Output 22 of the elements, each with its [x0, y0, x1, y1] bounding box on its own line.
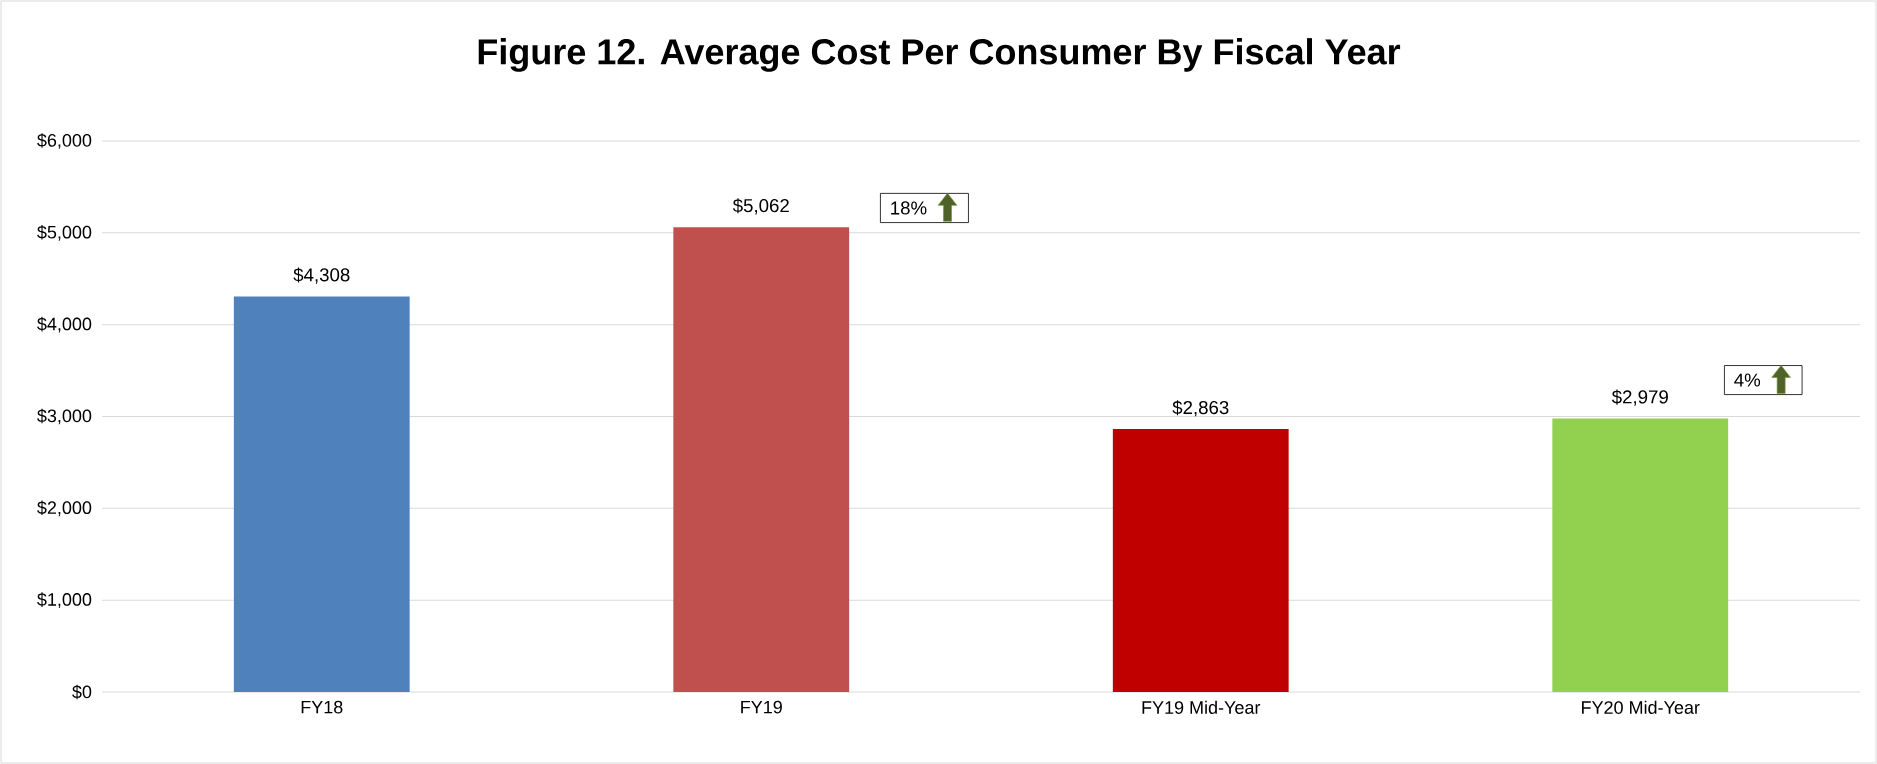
x-tick-label: FY19 Mid-Year	[1142, 700, 1261, 714]
data-label: $4,308	[293, 267, 350, 284]
bar	[673, 227, 850, 692]
y-tick-label: $3,000	[37, 408, 92, 425]
y-tick-label: $2,000	[37, 500, 92, 517]
y-tick-label: $4,000	[37, 316, 92, 333]
data-label: $2,863	[1172, 400, 1229, 417]
bar	[1552, 418, 1729, 692]
data-label: $2,979	[1611, 389, 1668, 406]
annotation: 4%	[1734, 373, 1761, 387]
chart-title: Figure 12. Average Cost Per Consumer By Fiscal Year	[478, 38, 1401, 72]
annotation: 18%	[891, 201, 927, 215]
bar	[233, 296, 410, 692]
y-tick-label: $0	[72, 684, 92, 700]
y-tick-label: $5,000	[37, 225, 92, 241]
bar	[1112, 429, 1289, 692]
data-label: $5,062	[732, 198, 789, 215]
x-tick-label: FY20 Mid-Year	[1582, 700, 1700, 714]
x-tick-label: FY18	[301, 700, 343, 714]
x-tick-label: FY19	[741, 700, 782, 714]
y-tick-label: $1,000	[37, 592, 92, 608]
y-tick-label: $6,000	[37, 133, 92, 149]
